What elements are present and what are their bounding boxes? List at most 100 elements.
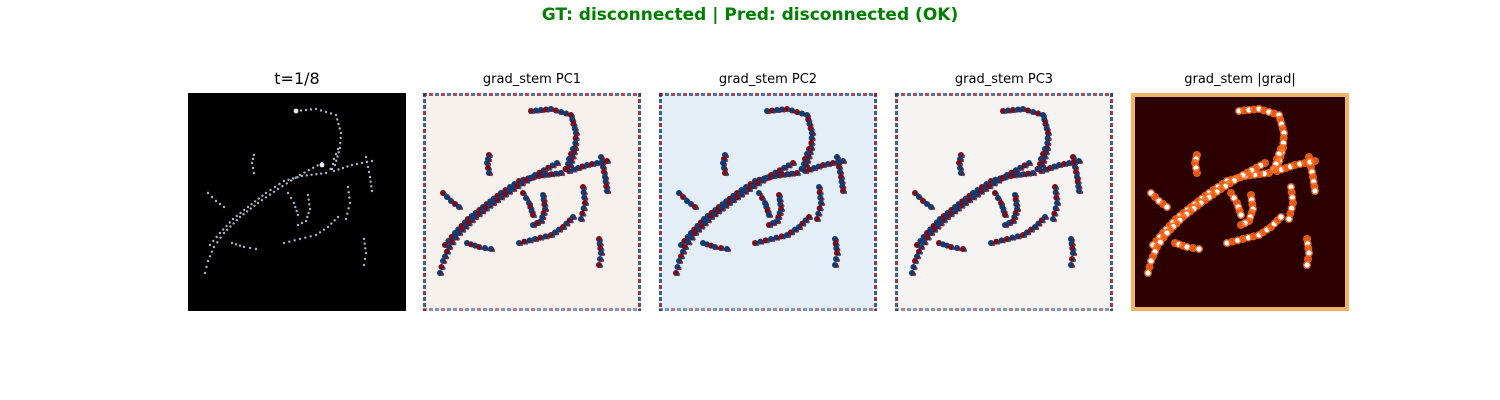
- heatmap-blob: [1057, 197, 1061, 201]
- edge-artifact: [423, 303, 426, 307]
- edge-artifact: [659, 261, 662, 265]
- input-dot: [347, 191, 350, 194]
- edge-artifact: [659, 147, 662, 151]
- edge-artifact: [659, 183, 662, 187]
- edge-artifact: [423, 129, 426, 133]
- input-dot: [368, 175, 372, 179]
- input-dot: [282, 179, 286, 183]
- edge-artifact: [949, 93, 953, 96]
- heatmap-blob: [702, 226, 706, 230]
- edge-artifact: [895, 117, 898, 121]
- edge-artifact: [435, 93, 439, 96]
- edge-artifact: [785, 308, 789, 311]
- edge-artifact: [621, 308, 625, 311]
- input-dot: [320, 172, 323, 175]
- heatmap-blob: [931, 232, 936, 237]
- edge-artifact: [579, 308, 583, 311]
- edge-artifact: [874, 261, 877, 265]
- heatmap-blob: [1007, 174, 1012, 179]
- edge-artifact: [429, 308, 433, 311]
- input-dot: [370, 189, 374, 193]
- edge-artifact: [895, 297, 898, 301]
- heatmap-blob: [1044, 160, 1048, 164]
- input-dot: [322, 228, 326, 231]
- heatmap-blob: [821, 202, 826, 207]
- edge-artifact: [1069, 93, 1073, 96]
- edge-artifact: [659, 189, 662, 193]
- edge-artifact: [815, 93, 819, 96]
- heatmap-blob: [1027, 232, 1032, 236]
- heatmap-blob: [1024, 174, 1028, 178]
- edge-artifact: [639, 308, 641, 311]
- edge-artifact: [555, 93, 559, 96]
- heatmap-blob: [522, 183, 526, 187]
- edge-artifact: [833, 308, 837, 311]
- edge-artifact: [659, 213, 662, 217]
- heatmap-blob: [961, 154, 966, 159]
- heatmap-blob: [1033, 172, 1038, 177]
- edge-artifact: [979, 308, 983, 311]
- heatmap-blob: [567, 223, 571, 227]
- heatmap-blob: [809, 156, 813, 160]
- edge-artifact: [501, 308, 505, 311]
- heatmap-blob: [573, 156, 577, 160]
- input-dot: [276, 187, 280, 191]
- edge-artifact: [597, 93, 601, 96]
- edge-artifact: [875, 93, 877, 96]
- edge-artifact: [459, 93, 463, 96]
- edge-artifact: [767, 93, 771, 96]
- magnitude-hotspot: [1238, 212, 1244, 218]
- edge-artifact: [1110, 249, 1113, 253]
- edge-artifact: [895, 135, 898, 139]
- heatmap-blob: [563, 226, 568, 231]
- edge-artifact: [423, 249, 426, 253]
- edge-artifact: [638, 129, 641, 133]
- input-dot: [239, 211, 242, 215]
- edge-artifact: [1110, 99, 1113, 103]
- heatmap-blob: [944, 220, 948, 224]
- edge-artifact: [597, 308, 601, 311]
- edge-artifact: [1069, 308, 1073, 311]
- edge-artifact: [1110, 291, 1113, 295]
- heatmap-blob: [935, 229, 939, 233]
- edge-artifact: [973, 93, 977, 96]
- edge-artifact: [1099, 93, 1103, 96]
- heatmap-blob: [1045, 216, 1050, 221]
- edge-artifact: [1099, 308, 1103, 311]
- edge-artifact: [955, 93, 959, 96]
- heatmap-blob: [785, 167, 789, 171]
- input-dot: [222, 205, 226, 209]
- edge-artifact: [1110, 195, 1113, 199]
- edge-artifact: [833, 93, 837, 96]
- edge-artifact: [895, 273, 898, 277]
- heatmap-blob: [777, 220, 782, 225]
- heatmap-blob: [912, 272, 917, 277]
- heatmap-blob: [535, 174, 540, 179]
- input-image-panel: [188, 93, 406, 311]
- edge-artifact: [874, 153, 877, 157]
- input-dot: [287, 178, 290, 181]
- heatmap-blob: [1042, 220, 1046, 224]
- input-dot: [314, 233, 318, 237]
- input-dot: [293, 239, 296, 242]
- magnitude-hotspot: [1304, 262, 1310, 268]
- edge-artifact: [627, 93, 631, 96]
- input-dot: [215, 235, 218, 239]
- edge-artifact: [423, 207, 426, 211]
- heatmap-blob: [1040, 163, 1045, 168]
- input-dot: [304, 108, 308, 112]
- input-dot: [257, 197, 260, 200]
- edge-artifact: [943, 308, 947, 311]
- magnitude-hotspot: [1306, 250, 1312, 256]
- heatmap-blob: [791, 232, 796, 236]
- heatmap-blob: [547, 174, 551, 178]
- heatmap-blob: [722, 208, 726, 212]
- heatmap-blob: [965, 202, 970, 207]
- heatmap-blob: [799, 226, 804, 231]
- heatmap-blob: [584, 208, 588, 212]
- edge-artifact: [925, 93, 929, 96]
- edge-artifact: [874, 255, 877, 259]
- edge-artifact: [1110, 279, 1113, 283]
- edge-artifact: [919, 93, 923, 96]
- edge-artifact: [874, 111, 877, 115]
